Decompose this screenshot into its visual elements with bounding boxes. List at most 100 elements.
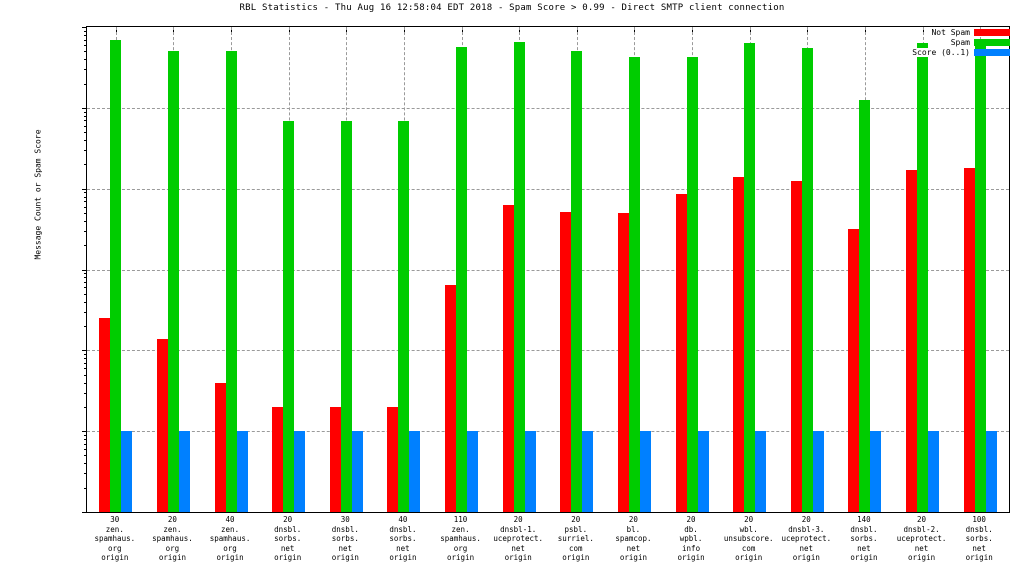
x-axis-group-label: 20 dnsbl. sorbs. net origin <box>274 515 302 563</box>
legend-label-score: Score (0..1) <box>910 48 970 57</box>
y-tick-minor <box>84 125 87 127</box>
bar-not-spam <box>329 406 341 512</box>
legend-label-not-spam: Not Spam <box>929 28 970 37</box>
gridline <box>87 350 1009 352</box>
y-tick-minor <box>84 59 87 61</box>
y-tick-mark <box>82 350 87 352</box>
bar-not-spam <box>733 176 745 512</box>
bar-not-spam <box>445 284 457 512</box>
bar-score <box>236 431 248 512</box>
bar-score <box>985 431 997 512</box>
y-tick-mark <box>82 269 87 271</box>
y-tick-minor <box>84 362 87 364</box>
bar-not-spam <box>156 338 168 512</box>
bar-score <box>121 431 133 512</box>
y-tick-mark <box>82 512 87 513</box>
x-axis-group-label: 20 db. wpbl. info origin <box>677 515 705 563</box>
y-tick-minor <box>84 206 87 208</box>
legend-swatch-not-spam <box>974 29 1010 36</box>
y-tick-minor <box>84 140 87 141</box>
x-axis-group-label: 110 zen. spamhaus. org origin <box>440 515 481 563</box>
x-axis-group-label: 140 dnsbl. sorbs. net origin <box>850 515 878 563</box>
y-tick-minor <box>84 434 87 436</box>
bar-score <box>582 431 594 512</box>
y-tick-minor <box>84 277 87 279</box>
bar-not-spam <box>906 170 918 512</box>
y-tick-minor <box>84 354 87 356</box>
y-tick-minor <box>84 392 87 394</box>
gridline <box>87 107 1009 109</box>
y-tick-minor <box>84 282 87 284</box>
y-tick-minor <box>84 301 87 303</box>
bar-spam <box>628 56 640 512</box>
y-tick-minor <box>84 358 87 360</box>
y-tick-minor <box>84 449 87 451</box>
y-tick-minor <box>84 196 87 198</box>
bar-spam <box>859 99 871 512</box>
legend-item-spam: Spam <box>948 38 1010 47</box>
bar-spam <box>225 51 237 512</box>
y-tick-minor <box>84 374 87 376</box>
y-tick-minor <box>84 293 87 295</box>
x-axis-group-label: 30 dnsbl. sorbs. net origin <box>331 515 359 563</box>
bar-spam <box>340 121 352 512</box>
bar-score <box>928 431 940 512</box>
legend-swatch-score <box>974 49 1010 56</box>
legend-item-not-spam: Not Spam <box>929 28 1010 37</box>
y-tick-minor <box>84 192 87 194</box>
bar-not-spam <box>214 382 226 512</box>
bar-score <box>294 431 306 512</box>
bar-score <box>812 431 824 512</box>
x-axis-group-label: 40 zen. spamhaus. org origin <box>209 515 251 563</box>
y-tick-minor <box>84 273 87 275</box>
y-tick-minor <box>84 44 87 46</box>
y-tick-minor <box>84 164 87 166</box>
bar-not-spam <box>675 194 687 512</box>
y-tick-minor <box>84 326 87 327</box>
bar-score <box>409 431 421 512</box>
x-axis-group-label: 20 bl. spamcop. net origin <box>615 515 652 563</box>
x-axis-group-label: 20 dnsbl-2. uceprotect. net origin <box>896 515 947 563</box>
x-axis-group-label: 100 dnsbl. sorbs. net origin <box>965 515 993 563</box>
bar-score <box>524 431 536 512</box>
bar-not-spam <box>790 180 802 512</box>
chart-legend: Not Spam Spam Score (0..1) <box>910 28 1010 57</box>
y-tick-minor <box>84 111 87 113</box>
x-axis-group-label: 40 dnsbl. sorbs. net origin <box>389 515 417 563</box>
y-tick-minor <box>84 212 87 214</box>
y-tick-minor <box>84 287 87 289</box>
bar-spam <box>686 56 698 512</box>
y-tick-minor <box>84 463 87 465</box>
y-tick-minor <box>84 443 87 445</box>
bar-spam <box>801 47 813 512</box>
x-axis-group-label: 20 psbl. surriel. com origin <box>557 515 594 563</box>
bar-not-spam <box>963 168 975 512</box>
bar-not-spam <box>99 318 111 512</box>
y-tick-mark <box>82 188 87 190</box>
y-tick-mark <box>82 107 87 109</box>
y-tick-minor <box>84 83 87 85</box>
bar-not-spam <box>560 212 572 512</box>
legend-label-spam: Spam <box>948 38 970 47</box>
gridline <box>87 431 1009 433</box>
y-tick-minor <box>84 201 87 203</box>
x-axis-group-label: 20 dnsbl-3. uceprotect. net origin <box>781 515 832 563</box>
legend-item-score: Score (0..1) <box>910 48 1010 57</box>
bar-score <box>639 431 651 512</box>
bar-spam <box>744 43 756 512</box>
x-axis-group-label: 20 wbl. unsubscore. com origin <box>723 515 774 563</box>
plot-area: 1000001000010001001010.1 <box>82 26 1010 513</box>
bar-score <box>467 431 479 512</box>
bar-score <box>755 431 767 512</box>
y-tick-minor <box>84 473 87 475</box>
gridline <box>87 269 1009 271</box>
gridline <box>87 188 1009 190</box>
bar-spam <box>917 43 929 512</box>
bar-not-spam <box>387 406 399 512</box>
y-tick-mark <box>82 431 87 433</box>
y-tick-minor <box>84 150 87 152</box>
bar-spam <box>283 121 295 512</box>
y-tick-minor <box>84 69 87 71</box>
y-tick-minor <box>84 39 87 41</box>
